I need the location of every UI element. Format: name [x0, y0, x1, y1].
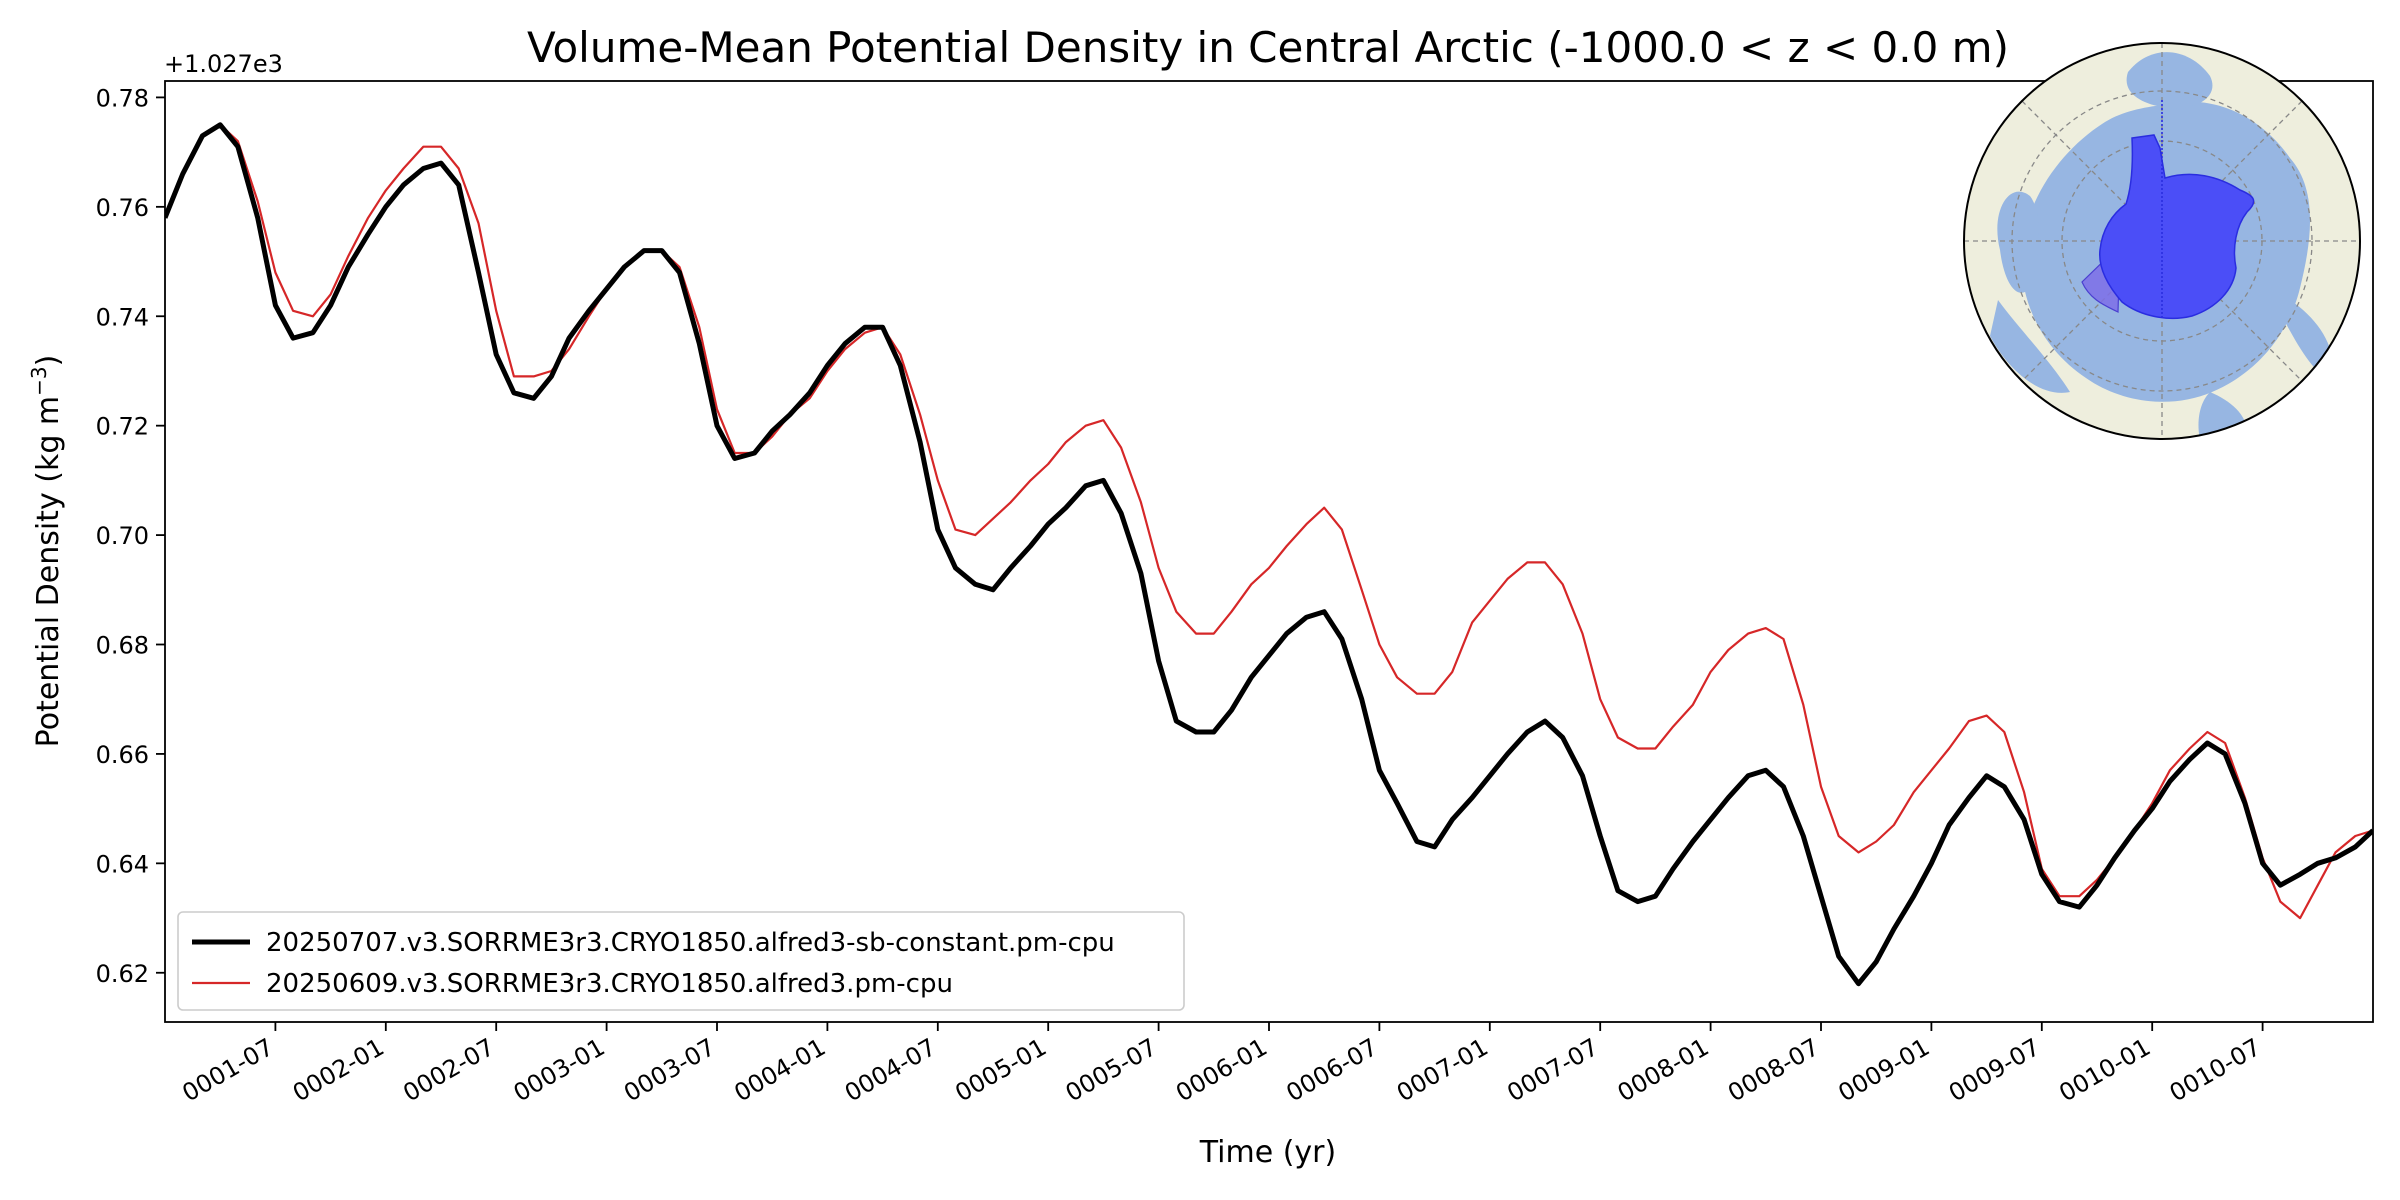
legend-label-series-2: 20250609.v3.SORRME3r3.CRYO1850.alfred3.p… [266, 969, 953, 999]
central-arctic-region [2099, 134, 2255, 320]
chart-title: Volume-Mean Potential Density in Central… [527, 23, 2009, 72]
y-offset-label: +1.027e3 [164, 50, 283, 78]
y-tick-label: 0.70 [96, 522, 149, 550]
series-line-1 [165, 122, 2373, 987]
map-border [1963, 42, 2361, 440]
y-axis-label-text: Potential Density (kg m [31, 396, 66, 747]
y-tick-label: 0.66 [96, 741, 149, 769]
legend-box [177, 911, 1185, 1011]
y-axis-label: Potential Density (kg m−3) [27, 355, 66, 748]
series-line-2 [165, 123, 2373, 920]
legend-label-series-1: 20250707.v3.SORRME3r3.CRYO1850.alfred3-s… [266, 928, 1115, 958]
y-tick-label: 0.68 [96, 632, 149, 660]
y-axis: 0.62 0.64 0.66 0.68 0.70 0.72 0.74 0.76 0.78 [96, 84, 165, 988]
series-layer [165, 122, 2373, 987]
y-axis-label-exponent: −3 [27, 366, 51, 395]
legend: 20250707.v3.SORRME3r3.CRYO1850.alfred3-s… [177, 911, 1185, 1011]
y-tick-label: 0.62 [96, 960, 149, 988]
y-tick-label: 0.76 [96, 194, 149, 222]
x-axis-label: Time (yr) [1199, 1135, 1336, 1170]
y-tick-label: 0.72 [96, 413, 149, 441]
y-tick-label: 0.78 [96, 84, 149, 112]
y-tick-label: 0.64 [96, 850, 149, 878]
y-tick-label: 0.74 [96, 303, 149, 331]
arctic-region-inset-map [1963, 42, 2361, 440]
y-axis-label-close: ) [31, 355, 66, 367]
